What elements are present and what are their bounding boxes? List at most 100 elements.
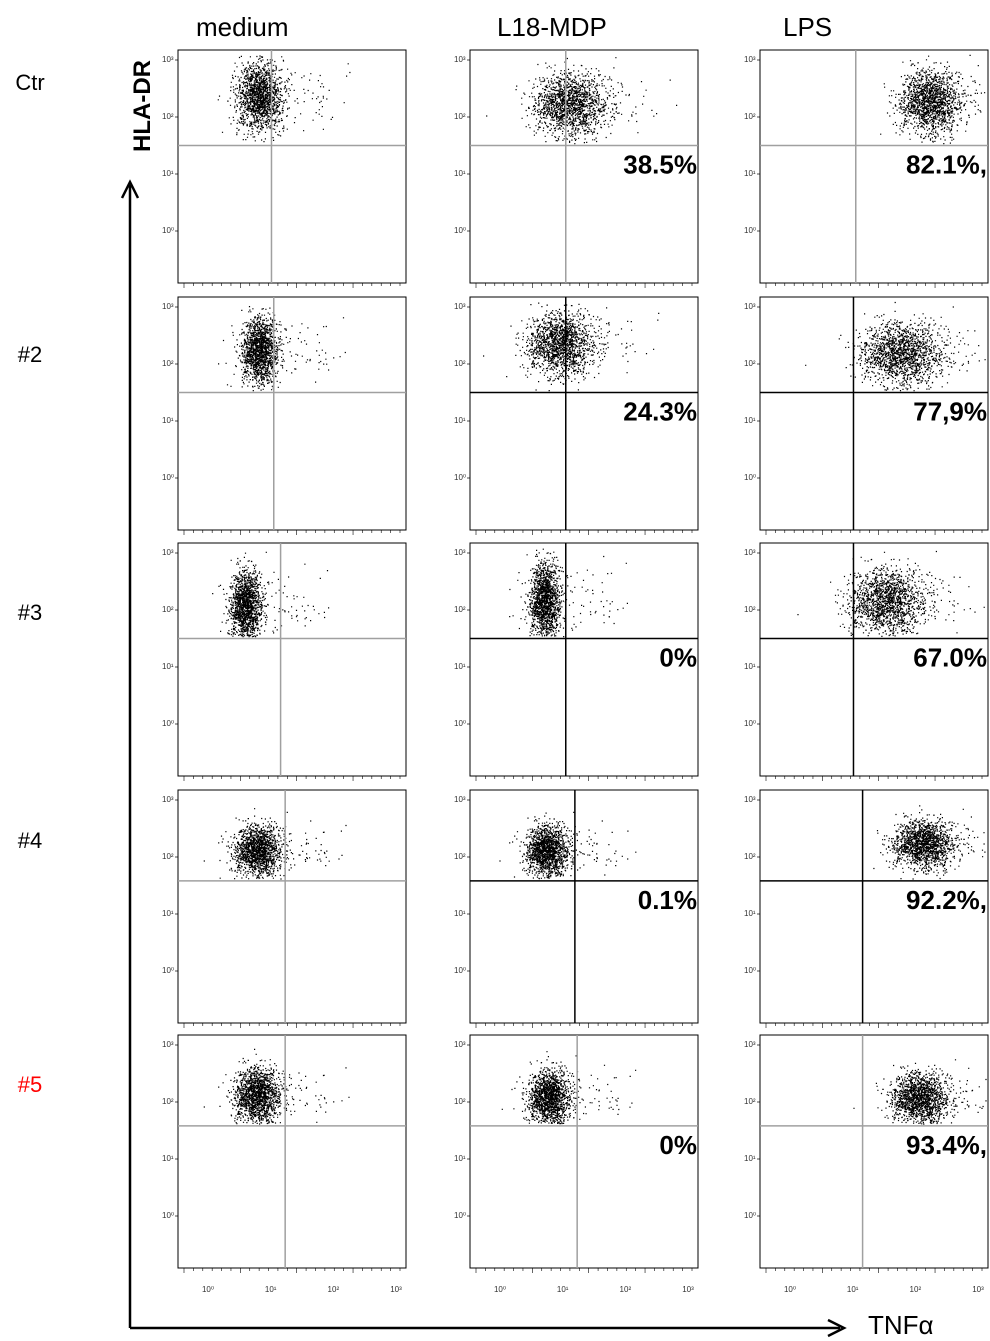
panel-frame xyxy=(759,49,989,284)
y-tick-label: 10² xyxy=(162,112,174,121)
y-tick-label: 10¹ xyxy=(162,662,174,671)
percentage-label: 77,9% xyxy=(913,397,987,427)
y-tick-label: 10³ xyxy=(454,795,466,804)
panel-2-2: 10⁰ 10¹ 10² 10³ 67.0% xyxy=(744,542,989,781)
panel-frame xyxy=(177,296,407,531)
y-tick-label: 10² xyxy=(454,852,466,861)
y-tick-label: 10⁰ xyxy=(744,473,756,482)
panel-3-0: 10⁰ 10¹ 10² 10³ xyxy=(162,789,407,1028)
column-header-medium: medium xyxy=(196,12,289,42)
y-tick-label: 10⁰ xyxy=(454,1211,466,1220)
percentage-label: 92.2%, xyxy=(906,885,987,915)
y-tick-label: 10² xyxy=(454,1097,466,1106)
row-label-5: #5 xyxy=(17,1072,43,1097)
y-tick-label: 10⁰ xyxy=(162,719,174,728)
y-tick-label: 10³ xyxy=(162,302,174,311)
y-tick-label: 10¹ xyxy=(744,416,756,425)
y-tick-label: 10⁰ xyxy=(744,966,756,975)
row-label-2: #2 xyxy=(17,342,43,367)
y-tick-label: 10¹ xyxy=(744,662,756,671)
y-tick-label: 10² xyxy=(744,852,756,861)
row-label-ctr: Ctr xyxy=(15,70,45,95)
percentage-label: 67.0% xyxy=(913,643,987,673)
y-tick-label: 10¹ xyxy=(744,909,756,918)
percentage-label: 38.5% xyxy=(623,150,697,180)
y-tick-label: 10² xyxy=(454,605,466,614)
panel-0-1: 10⁰ 10¹ 10² 10³ 38.5% xyxy=(454,49,699,288)
panel-frame xyxy=(469,1034,699,1269)
event-dots xyxy=(880,54,986,145)
y-tick-label: 10⁰ xyxy=(744,226,756,235)
y-tick-label: 10⁰ xyxy=(162,226,174,235)
panel-2-1: 10⁰ 10¹ 10² 10³ 0% xyxy=(454,542,699,781)
event-dots xyxy=(486,57,678,145)
y-tick-label: 10¹ xyxy=(162,416,174,425)
panel-1-2: 10⁰ 10¹ 10² 10³ 77,9% xyxy=(744,296,989,535)
event-dots xyxy=(217,55,351,143)
y-tick-label: 10² xyxy=(162,1097,174,1106)
y-tick-label: 10² xyxy=(454,359,466,368)
event-dots xyxy=(805,301,986,392)
y-tick-label: 10⁰ xyxy=(454,226,466,235)
row-label-4: #4 xyxy=(17,828,43,853)
y-tick-label: 10⁰ xyxy=(162,473,174,482)
y-tick-label: 10¹ xyxy=(454,169,466,178)
y-tick-label: 10² xyxy=(454,112,466,121)
panel-1-1: 10⁰ 10¹ 10² 10³ 24.3% xyxy=(454,296,699,535)
y-tick-label: 10² xyxy=(744,605,756,614)
y-tick-label: 10¹ xyxy=(454,1154,466,1163)
event-dots xyxy=(853,1059,987,1125)
y-tick-label: 10¹ xyxy=(162,1154,174,1163)
event-dots xyxy=(203,1048,350,1125)
event-dots xyxy=(499,811,637,880)
x-tick-label: 10³ xyxy=(972,1285,984,1294)
percentage-label: 0.1% xyxy=(638,885,697,915)
y-tick-label: 10¹ xyxy=(454,416,466,425)
axis-arrows xyxy=(120,179,847,1338)
y-tick-label: 10² xyxy=(162,605,174,614)
y-tick-label: 10⁰ xyxy=(454,719,466,728)
y-tick-label: 10² xyxy=(744,359,756,368)
panel-1-0: 10⁰ 10¹ 10² 10³ xyxy=(162,296,407,535)
percentage-label: 93.4%, xyxy=(906,1130,987,1160)
x-axis-label: TNFα xyxy=(868,1310,934,1340)
y-tick-label: 10³ xyxy=(162,55,174,64)
x-tick-label: 10⁰ xyxy=(494,1285,506,1294)
y-tick-label: 10³ xyxy=(162,795,174,804)
panel-3-2: 10⁰ 10¹ 10² 10³ 92.2%, xyxy=(744,789,989,1028)
y-tick-label: 10³ xyxy=(744,302,756,311)
panel-frame xyxy=(759,542,989,777)
x-tick-label: 10⁰ xyxy=(784,1285,796,1294)
percentage-label: 0% xyxy=(659,1130,697,1160)
y-tick-label: 10⁰ xyxy=(162,966,174,975)
event-dots xyxy=(212,551,330,638)
percentage-label: 24.3% xyxy=(623,397,697,427)
x-tick-label: 10¹ xyxy=(265,1285,277,1294)
panel-frame xyxy=(177,1034,407,1269)
panel-2-0: 10⁰ 10¹ 10² 10³ xyxy=(162,542,407,781)
panel-frame xyxy=(469,789,699,1024)
panel-4-0: 10⁰ 10¹ 10² 10³ xyxy=(162,1034,407,1273)
y-tick-label: 10¹ xyxy=(744,169,756,178)
x-tick-label: 10² xyxy=(910,1285,922,1294)
y-tick-label: 10⁰ xyxy=(454,966,466,975)
column-header-lps: LPS xyxy=(783,12,833,42)
panel-frame xyxy=(469,542,699,777)
y-tick-label: 10² xyxy=(162,852,174,861)
x-tick-label: 10² xyxy=(620,1285,632,1294)
event-dots xyxy=(797,550,985,637)
y-tick-label: 10¹ xyxy=(162,909,174,918)
y-tick-label: 10³ xyxy=(744,548,756,557)
panel-4-1: 10⁰ 10¹ 10² 10³ 0% xyxy=(454,1034,699,1273)
y-tick-label: 10³ xyxy=(162,548,174,557)
y-axis-label: HLA-DR xyxy=(128,60,156,152)
row-label-3: #3 xyxy=(17,600,43,625)
y-tick-label: 10³ xyxy=(454,1040,466,1049)
y-tick-label: 10³ xyxy=(744,795,756,804)
column-header-l18-mdp: L18-MDP xyxy=(497,12,607,42)
y-tick-label: 10¹ xyxy=(454,909,466,918)
y-tick-label: 10² xyxy=(162,359,174,368)
x-tick-label: 10³ xyxy=(682,1285,694,1294)
y-tick-label: 10⁰ xyxy=(162,1211,174,1220)
y-tick-label: 10¹ xyxy=(744,1154,756,1163)
